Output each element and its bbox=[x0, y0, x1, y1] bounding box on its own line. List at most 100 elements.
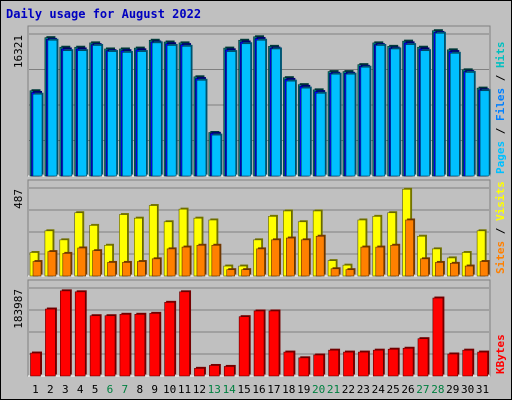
kbytes-bar-10 bbox=[164, 302, 175, 377]
x-label-22: 22 bbox=[342, 383, 355, 396]
pages-bar-16 bbox=[256, 39, 266, 177]
kbytes-bar-26 bbox=[402, 347, 414, 377]
pages-bar-27 bbox=[420, 50, 430, 177]
kbytes-bar-28 bbox=[432, 297, 444, 377]
pages-bar-25 bbox=[390, 48, 400, 177]
sites-bar-30 bbox=[464, 265, 474, 277]
pages-bar-17 bbox=[271, 48, 281, 177]
sites-bar-3 bbox=[62, 253, 72, 277]
visits-panel: 487 Sites / Visits bbox=[12, 179, 507, 277]
x-label-5: 5 bbox=[92, 383, 99, 396]
sites-bar-23 bbox=[360, 246, 370, 277]
kbytes-bar-8 bbox=[134, 313, 146, 377]
x-label-25: 25 bbox=[387, 383, 400, 396]
kbytes-bar-29 bbox=[447, 353, 459, 377]
visits-panel-legend-sep-1: / bbox=[494, 221, 507, 241]
kbytes-bar-13 bbox=[209, 365, 220, 377]
sites-bar-6 bbox=[107, 262, 116, 277]
sites-bar-4 bbox=[77, 247, 87, 277]
sites-bar-15 bbox=[241, 269, 250, 277]
pages-bar-4 bbox=[77, 50, 88, 177]
x-label-15: 15 bbox=[237, 383, 250, 396]
pages-bar-29 bbox=[449, 53, 460, 177]
x-label-18: 18 bbox=[282, 383, 295, 396]
x-label-4: 4 bbox=[77, 383, 84, 396]
x-label-21: 21 bbox=[327, 383, 340, 396]
pages-bar-23 bbox=[360, 66, 371, 177]
pages-bar-6 bbox=[107, 51, 117, 177]
x-label-19: 19 bbox=[297, 383, 310, 396]
kbytes-bar-16 bbox=[253, 310, 265, 377]
sites-bar-10 bbox=[166, 248, 176, 277]
kbytes-bar-3 bbox=[60, 290, 71, 377]
pages-bar-9 bbox=[151, 42, 162, 177]
sites-bar-20 bbox=[315, 235, 325, 277]
kbytes-bar-31 bbox=[477, 351, 488, 377]
pages-bar-30 bbox=[464, 72, 475, 177]
pages-bar-28 bbox=[435, 33, 445, 177]
sites-bar-8 bbox=[137, 261, 146, 277]
pages-bar-10 bbox=[166, 45, 177, 177]
kbytes-bar-20 bbox=[313, 354, 324, 377]
pages-bar-12 bbox=[196, 79, 207, 177]
sites-bar-18 bbox=[286, 237, 295, 277]
sites-bar-19 bbox=[300, 239, 310, 277]
visits-panel-legend-visits: Visits bbox=[494, 181, 507, 221]
hits-panel-legend-sep-2: / bbox=[494, 68, 507, 88]
x-label-30: 30 bbox=[461, 383, 474, 396]
sites-bar-26 bbox=[405, 219, 414, 277]
pages-bar-1 bbox=[32, 93, 43, 177]
sites-bar-12 bbox=[196, 244, 206, 277]
hits-panel-legend-pages: Pages bbox=[494, 141, 507, 174]
sites-bar-31 bbox=[479, 261, 489, 277]
kbytes-bar-17 bbox=[268, 310, 280, 377]
sites-bar-7 bbox=[122, 262, 131, 277]
hits-panel-legend: Pages / Files / Hits bbox=[494, 42, 507, 175]
pages-bar-20 bbox=[315, 93, 326, 177]
x-label-2: 2 bbox=[47, 383, 54, 396]
pages-bar-24 bbox=[375, 45, 386, 177]
hits-panel-legend-hits: Hits bbox=[494, 42, 507, 69]
pages-bar-2 bbox=[47, 39, 58, 177]
kbytes-bar-7 bbox=[119, 313, 131, 377]
hits-panel-legend-sep-1: / bbox=[494, 121, 507, 141]
kbytes-bar-5 bbox=[89, 315, 101, 377]
sites-bar-9 bbox=[151, 258, 161, 277]
sites-bar-11 bbox=[181, 246, 191, 277]
pages-bar-3 bbox=[62, 50, 73, 177]
x-label-7: 7 bbox=[122, 383, 129, 396]
x-label-9: 9 bbox=[151, 383, 158, 396]
sites-bar-14 bbox=[226, 269, 236, 277]
x-label-17: 17 bbox=[267, 383, 280, 396]
sites-bar-29 bbox=[449, 263, 459, 277]
visits-panel-legend: Sites / Visits bbox=[494, 181, 507, 274]
sites-bar-25 bbox=[390, 244, 399, 277]
kbytes-bar-12 bbox=[194, 368, 205, 377]
x-label-29: 29 bbox=[446, 383, 459, 396]
pages-bar-18 bbox=[286, 80, 296, 177]
visits-panel-legend-sites: Sites bbox=[494, 241, 507, 274]
sites-bar-2 bbox=[47, 251, 57, 277]
x-label-10: 10 bbox=[163, 383, 176, 396]
sites-bar-28 bbox=[435, 262, 444, 277]
kbytes-bar-24 bbox=[372, 349, 384, 377]
kbytes-bar-4 bbox=[74, 291, 86, 377]
x-label-1: 1 bbox=[32, 383, 39, 396]
sites-bar-1 bbox=[32, 261, 42, 277]
kbytes-bar-27 bbox=[417, 338, 429, 377]
x-label-6: 6 bbox=[107, 383, 114, 396]
kbytes-bar-14 bbox=[223, 366, 235, 377]
x-label-31: 31 bbox=[476, 383, 489, 396]
x-label-11: 11 bbox=[178, 383, 191, 396]
pages-bar-19 bbox=[300, 87, 311, 177]
kbytes-panel: 183987 KBytes bbox=[12, 279, 507, 377]
sites-bar-27 bbox=[420, 258, 429, 277]
kbytes-panel-legend-kbytes: KBytes bbox=[494, 334, 507, 374]
pages-bar-22 bbox=[345, 73, 356, 177]
pages-bar-5 bbox=[92, 45, 102, 177]
pages-bar-21 bbox=[330, 73, 341, 177]
sites-bar-16 bbox=[256, 248, 265, 277]
hits-panel-legend-files: Files bbox=[494, 88, 507, 121]
sites-bar-21 bbox=[330, 268, 340, 277]
